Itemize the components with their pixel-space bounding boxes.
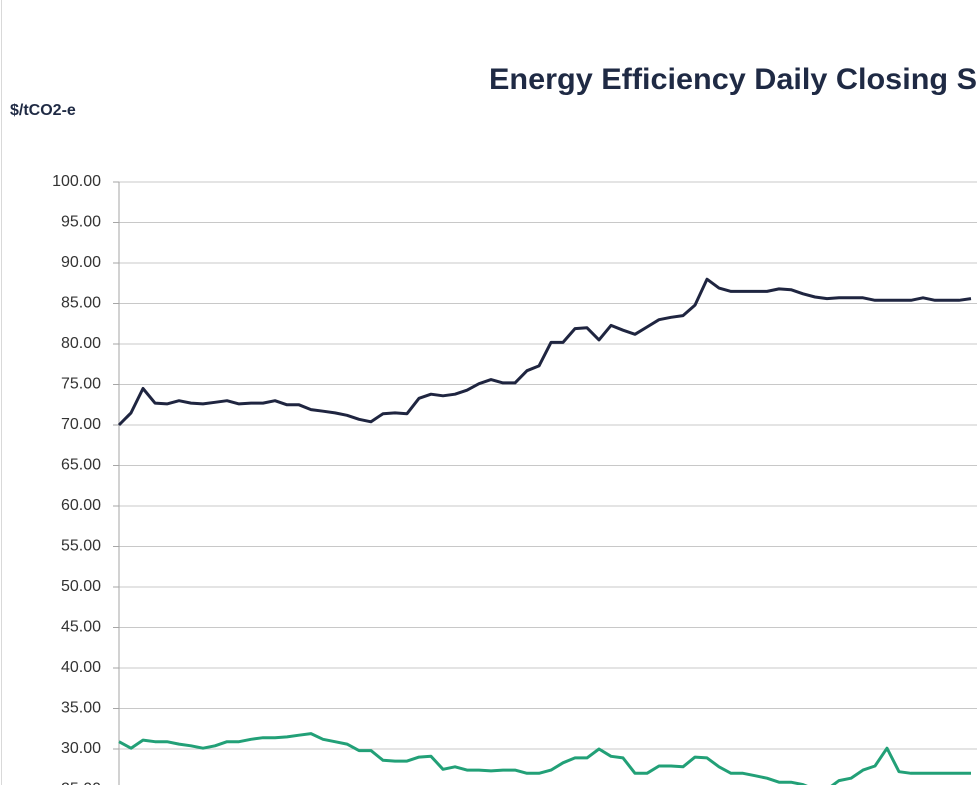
y-tick-label: 45.00 (61, 619, 101, 636)
y-tick-label: 90.00 (61, 254, 101, 271)
series-line (117, 277, 972, 427)
y-axis-label: $/tCO2-e (10, 102, 76, 119)
y-tick-label: 25.00 (61, 781, 101, 785)
y-tick-label: 40.00 (61, 659, 101, 676)
y-tick-label: 85.00 (61, 295, 101, 312)
series-line (118, 732, 971, 785)
chart-title: Energy Efficiency Daily Closing S (489, 63, 977, 96)
y-tick-label: 100.00 (52, 173, 101, 190)
y-tick-label: 80.00 (61, 335, 101, 352)
y-tick-label: 75.00 (61, 376, 101, 393)
y-tick-label: 50.00 (61, 578, 101, 595)
y-tick-label: 95.00 (61, 214, 101, 231)
y-tick-label: 70.00 (61, 416, 101, 433)
y-tick-label: 60.00 (61, 497, 101, 514)
y-tick-label: 65.00 (61, 457, 101, 474)
y-tick-label: 30.00 (61, 740, 101, 757)
y-tick-label: 35.00 (61, 700, 101, 717)
y-tick-label: 55.00 (61, 538, 101, 555)
